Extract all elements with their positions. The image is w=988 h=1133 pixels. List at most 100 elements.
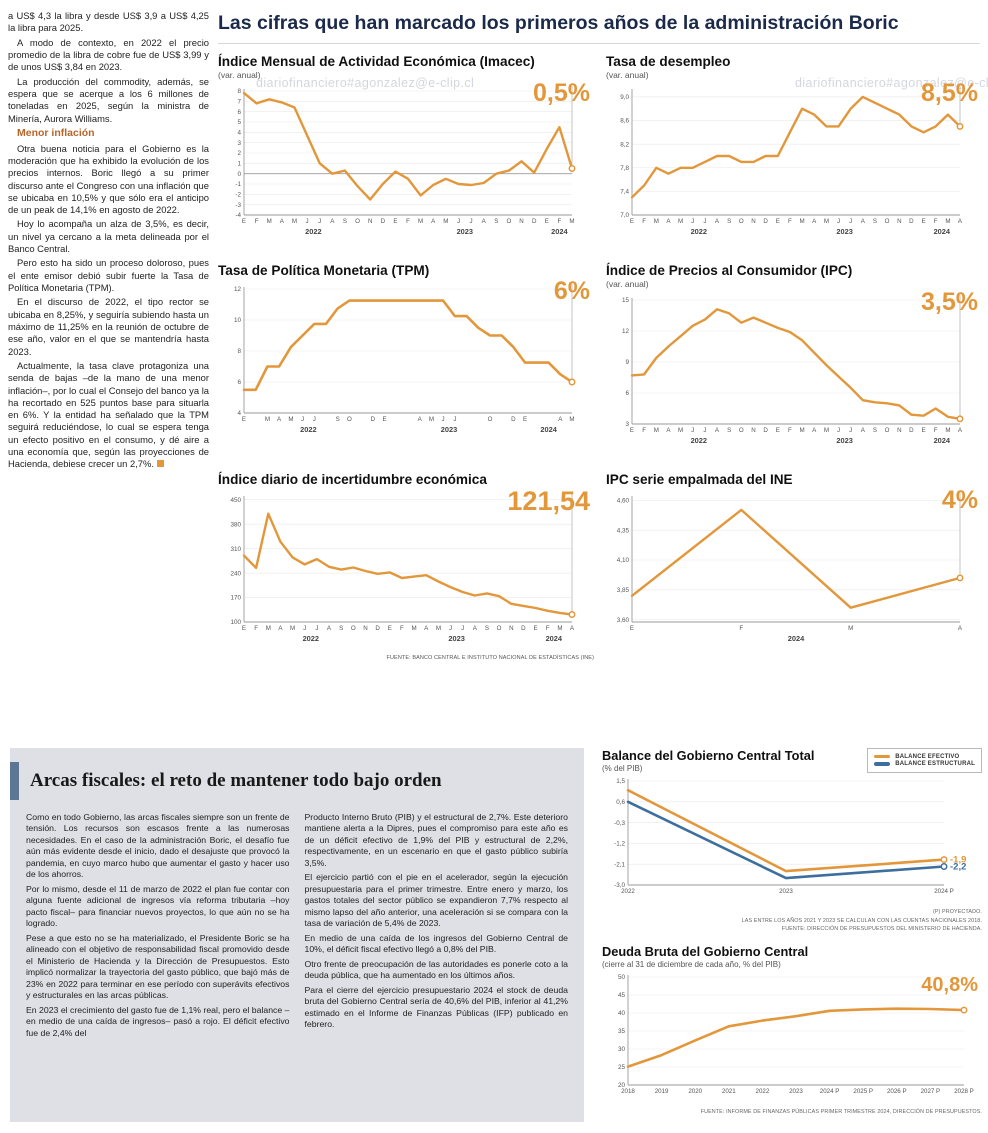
svg-text:2022: 2022 bbox=[303, 634, 319, 643]
svg-text:9: 9 bbox=[625, 359, 629, 366]
svg-text:S: S bbox=[494, 218, 498, 225]
svg-text:O: O bbox=[885, 427, 890, 434]
svg-text:450: 450 bbox=[230, 497, 241, 504]
svg-text:9,0: 9,0 bbox=[620, 94, 629, 101]
charts-grid: Índice Mensual de Actividad Económica (I… bbox=[218, 54, 982, 661]
fiscal-article-title-bar: Arcas fiscales: el reto de mantener todo… bbox=[10, 762, 568, 800]
svg-text:8: 8 bbox=[237, 88, 241, 95]
svg-text:2024: 2024 bbox=[546, 634, 563, 643]
svg-text:170: 170 bbox=[230, 595, 241, 602]
svg-text:F: F bbox=[934, 427, 938, 434]
bottom-right-charts: Balance del Gobierno Central Total (% de… bbox=[602, 748, 982, 1117]
svg-text:A: A bbox=[861, 218, 866, 225]
chart-big-value: 121,54 bbox=[507, 486, 590, 516]
svg-text:S: S bbox=[727, 427, 731, 434]
svg-text:A: A bbox=[958, 427, 963, 434]
chart-notes: (P) PROYECTADO. LAS ENTRE LOS AÑOS 2021 … bbox=[741, 909, 982, 933]
svg-text:E: E bbox=[630, 427, 634, 434]
svg-text:F: F bbox=[642, 218, 646, 225]
svg-text:2027 P: 2027 P bbox=[921, 1088, 941, 1095]
svg-text:J: J bbox=[837, 218, 840, 225]
svg-text:E: E bbox=[630, 625, 634, 632]
svg-text:100: 100 bbox=[230, 619, 241, 626]
svg-text:6: 6 bbox=[625, 390, 629, 397]
svg-text:J: J bbox=[303, 625, 306, 632]
svg-text:12: 12 bbox=[622, 328, 630, 335]
svg-text:-3: -3 bbox=[235, 202, 241, 209]
paragraph: Pero esto ha sido un proceso doloroso, p… bbox=[8, 257, 209, 293]
svg-text:2024 P: 2024 P bbox=[820, 1088, 840, 1095]
svg-text:M: M bbox=[292, 218, 297, 225]
svg-text:3,60: 3,60 bbox=[617, 617, 630, 624]
paragraph: Producto Interno Bruto (PIB) y el estruc… bbox=[304, 812, 569, 868]
svg-text:2: 2 bbox=[237, 150, 241, 157]
chart-subtitle: (var. anual) bbox=[606, 70, 649, 80]
chart-title: Índice de Precios al Consumidor (IPC) bbox=[606, 263, 853, 278]
chart-big-value: 40,8% bbox=[921, 973, 978, 996]
svg-text:2023: 2023 bbox=[779, 888, 793, 895]
svg-text:O: O bbox=[355, 218, 360, 225]
svg-text:M: M bbox=[678, 218, 683, 225]
svg-text:M: M bbox=[267, 218, 272, 225]
desempleo-line-chart: 9,08,68,27,87,47,0E F M A M J J A S O N D E F M A M J J A S O… bbox=[620, 86, 964, 236]
svg-text:J: J bbox=[691, 427, 694, 434]
svg-text:A: A bbox=[418, 416, 423, 423]
svg-text:D: D bbox=[532, 218, 537, 225]
svg-text:M: M bbox=[945, 218, 950, 225]
svg-text:N: N bbox=[751, 218, 755, 225]
svg-text:J: J bbox=[470, 218, 473, 225]
svg-text:2022: 2022 bbox=[756, 1088, 770, 1095]
chart-title: Balance del Gobierno Central Total bbox=[602, 748, 815, 763]
svg-text:D: D bbox=[371, 416, 376, 423]
svg-text:A: A bbox=[666, 427, 671, 434]
paragraph: En el discurso de 2022, el tipo rector s… bbox=[8, 296, 209, 357]
svg-text:A: A bbox=[570, 625, 575, 632]
svg-text:F: F bbox=[558, 218, 562, 225]
svg-text:J: J bbox=[453, 416, 456, 423]
paragraph: A modo de contexto, en 2022 el precio pr… bbox=[8, 36, 209, 73]
svg-text:-4: -4 bbox=[235, 212, 241, 219]
svg-text:2024: 2024 bbox=[540, 425, 557, 434]
title-accent-bar bbox=[10, 762, 19, 800]
paragraph: Actualmente, la tasa clave protagoniza u… bbox=[8, 359, 209, 470]
svg-text:E: E bbox=[242, 218, 246, 225]
svg-text:2019: 2019 bbox=[655, 1088, 669, 1095]
svg-text:E: E bbox=[242, 625, 246, 632]
svg-text:F: F bbox=[934, 218, 938, 225]
svg-text:3: 3 bbox=[625, 421, 629, 428]
svg-text:M: M bbox=[436, 625, 441, 632]
svg-text:F: F bbox=[788, 427, 792, 434]
svg-text:4: 4 bbox=[237, 130, 241, 137]
svg-text:M: M bbox=[945, 427, 950, 434]
svg-text:M: M bbox=[290, 625, 295, 632]
svg-text:E: E bbox=[383, 416, 387, 423]
svg-text:S: S bbox=[873, 218, 877, 225]
svg-text:J: J bbox=[461, 625, 464, 632]
paragraph: Hoy lo acompaña un alza de 3,5%, es deci… bbox=[8, 218, 209, 255]
svg-text:-1: -1 bbox=[235, 181, 241, 188]
chart-balance: Balance del Gobierno Central Total (% de… bbox=[602, 748, 982, 934]
svg-text:S: S bbox=[873, 427, 877, 434]
chart-source-note: FUENTE: BANCO CENTRAL E INSTITUTO NACION… bbox=[386, 655, 594, 661]
svg-text:S: S bbox=[336, 416, 340, 423]
chart-tpm: Tasa de Política Monetaria (TPM) 6% 12 10… bbox=[218, 263, 594, 455]
svg-text:M: M bbox=[557, 625, 562, 632]
svg-text:M: M bbox=[654, 427, 659, 434]
svg-text:J: J bbox=[691, 218, 694, 225]
chart-deuda: Deuda Bruta del Gobierno Central (cierre… bbox=[602, 944, 982, 1117]
svg-text:-1,2: -1,2 bbox=[614, 841, 625, 848]
svg-text:M: M bbox=[569, 416, 574, 423]
svg-text:J: J bbox=[703, 427, 706, 434]
svg-text:2024 P: 2024 P bbox=[934, 888, 954, 895]
svg-text:E: E bbox=[534, 625, 538, 632]
svg-text:A: A bbox=[715, 218, 720, 225]
chart-ipc-empalmada: IPC serie empalmada del INE 4% 4,60 4,35 4… bbox=[606, 472, 982, 661]
svg-text:-0,3: -0,3 bbox=[614, 820, 625, 827]
chart-big-value: 3,5% bbox=[921, 288, 978, 316]
svg-text:E: E bbox=[545, 218, 549, 225]
svg-text:8,2: 8,2 bbox=[620, 141, 629, 148]
legend-label: BALANCE EFECTIVO bbox=[895, 753, 960, 760]
svg-text:M: M bbox=[412, 625, 417, 632]
